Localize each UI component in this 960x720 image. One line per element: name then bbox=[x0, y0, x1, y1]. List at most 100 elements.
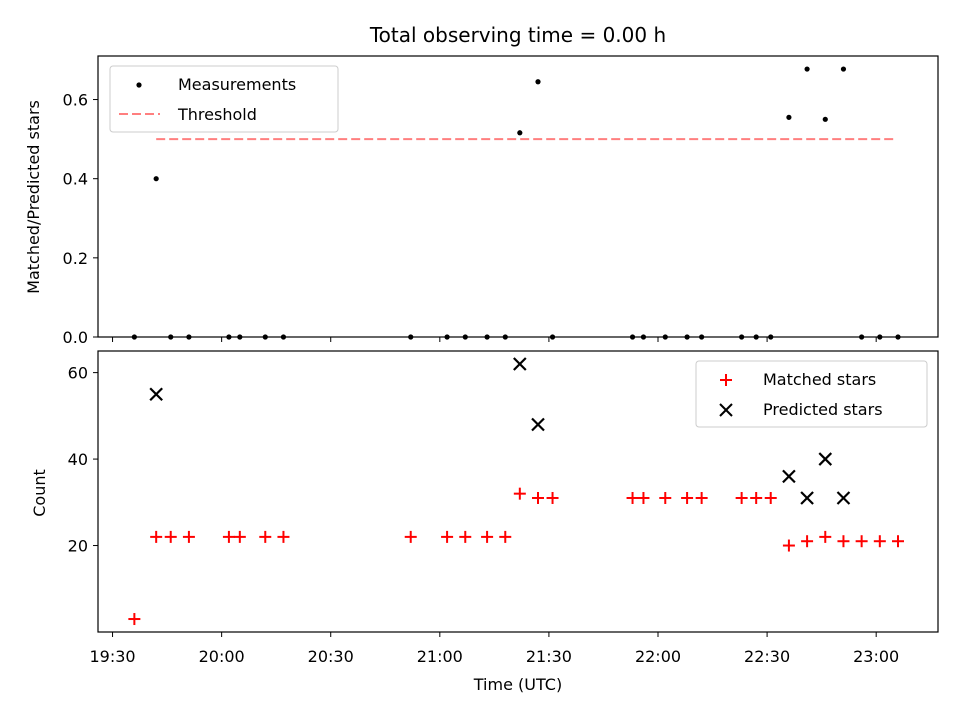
bottom-legend-box bbox=[695, 360, 928, 428]
matched-star-point bbox=[750, 491, 763, 504]
matched-star-point bbox=[695, 491, 708, 504]
bottom-plot-frame bbox=[97, 350, 939, 633]
measurement-point bbox=[484, 334, 490, 340]
measurement-point bbox=[549, 334, 556, 340]
matched-star-point bbox=[277, 530, 290, 543]
bottom-x-ticks: 19:30 20:00 20:30 21:00 21:30 22:00 22:30 23:00 bbox=[89, 632, 899, 666]
measurement-point bbox=[535, 79, 541, 85]
matched-star-point bbox=[546, 491, 559, 504]
matched-star-point bbox=[801, 535, 814, 548]
top-y-ticks: 0.0 0.2 0.4 0.6 bbox=[63, 91, 98, 347]
top-legend: Measurements Threshold bbox=[109, 65, 339, 133]
matched-star-point bbox=[892, 535, 904, 548]
predicted-star-point bbox=[149, 387, 163, 402]
bottom-y-tick-label: 60 bbox=[68, 364, 88, 383]
measurement-point bbox=[186, 334, 192, 340]
measurement-point bbox=[895, 334, 901, 340]
measurement-point bbox=[262, 334, 268, 340]
measurement-point bbox=[699, 334, 705, 340]
matched-star-point bbox=[735, 491, 748, 504]
top-y-tick-label: 0.0 bbox=[63, 328, 88, 347]
legend-predicted-label: Predicted stars bbox=[763, 400, 883, 419]
matched-star-point bbox=[782, 539, 795, 552]
matched-star-point bbox=[659, 491, 672, 504]
top-x-ticks bbox=[112, 337, 877, 342]
top-y-axis-label: Matched/Predicted stars bbox=[24, 100, 43, 294]
measurement-point bbox=[168, 334, 174, 340]
matched-star-point bbox=[233, 530, 246, 543]
top-y-tick-label: 0.4 bbox=[63, 170, 88, 189]
measurement-point bbox=[877, 334, 883, 340]
measurement-point bbox=[444, 334, 450, 340]
matched-star-point bbox=[764, 491, 777, 504]
top-plot-frame bbox=[97, 55, 939, 338]
measurement-points bbox=[131, 66, 901, 340]
measurement-point bbox=[153, 176, 159, 182]
bottom-x-tick-label: 23:00 bbox=[853, 647, 899, 666]
bottom-y-tick-label: 20 bbox=[68, 537, 88, 556]
measurement-point bbox=[131, 334, 137, 340]
matched-star-point bbox=[855, 535, 868, 548]
matched-star-point bbox=[150, 530, 163, 543]
matched-star-point bbox=[637, 491, 650, 504]
measurement-point bbox=[739, 334, 745, 340]
matched-star-point bbox=[819, 530, 832, 543]
measurement-point bbox=[859, 334, 865, 340]
bottom-x-tick-label: 19:30 bbox=[89, 647, 135, 666]
top-legend-box bbox=[109, 65, 339, 133]
measurement-point bbox=[768, 334, 774, 340]
matched-star-point bbox=[626, 491, 639, 504]
bottom-x-tick-label: 21:30 bbox=[526, 647, 572, 666]
bottom-y-tick-label: 40 bbox=[68, 450, 88, 469]
measurement-point bbox=[640, 334, 647, 340]
measurement-point bbox=[840, 66, 847, 72]
matched-star-point bbox=[837, 535, 850, 548]
x-axis-label: Time (UTC) bbox=[473, 675, 562, 694]
measurement-point bbox=[629, 334, 636, 340]
predicted-star-point bbox=[782, 469, 796, 484]
bottom-legend: Matched stars Predicted stars bbox=[695, 360, 928, 428]
chart-title: Total observing time = 0.00 h bbox=[369, 23, 666, 47]
predicted-star-point bbox=[513, 357, 527, 371]
matched-star-point bbox=[404, 530, 417, 543]
legend-matched-label: Matched stars bbox=[763, 370, 876, 389]
predicted-star-point bbox=[531, 417, 545, 432]
matched-star-point bbox=[259, 530, 272, 543]
matched-star-point bbox=[873, 535, 886, 548]
measurement-point bbox=[280, 334, 287, 340]
matched-star-point bbox=[481, 530, 494, 543]
measurement-point bbox=[822, 116, 828, 122]
measurement-point bbox=[517, 130, 523, 136]
bottom-x-tick-label: 22:00 bbox=[635, 647, 681, 666]
legend-measurements-label: Measurements bbox=[178, 75, 296, 94]
measurement-point bbox=[237, 334, 243, 340]
predicted-stars-points bbox=[149, 357, 851, 505]
matched-star-point bbox=[459, 530, 472, 543]
bottom-y-axis-label: Count bbox=[30, 469, 49, 517]
matched-star-point bbox=[182, 530, 195, 543]
bottom-x-tick-label: 20:00 bbox=[199, 647, 245, 666]
predicted-star-point bbox=[800, 491, 814, 505]
bottom-y-ticks: 20 40 60 bbox=[68, 364, 98, 556]
bottom-x-tick-label: 22:30 bbox=[744, 647, 790, 666]
matched-star-point bbox=[128, 613, 141, 626]
matched-star-point bbox=[532, 491, 544, 504]
matched-star-point bbox=[499, 530, 512, 543]
measurement-point bbox=[462, 334, 468, 340]
matched-star-point bbox=[441, 530, 454, 543]
bottom-x-tick-label: 21:00 bbox=[417, 647, 463, 666]
measurement-point bbox=[684, 334, 690, 340]
measurement-point bbox=[662, 334, 668, 340]
legend-matched-marker bbox=[720, 374, 732, 386]
predicted-star-point bbox=[818, 452, 833, 466]
measurement-point bbox=[226, 334, 232, 340]
measurement-point bbox=[408, 334, 414, 340]
top-panel: 0.0 0.2 0.4 0.6 Matched/Predicted stars Mea… bbox=[24, 55, 939, 347]
matched-star-point bbox=[222, 530, 235, 543]
matched-star-point bbox=[681, 491, 694, 504]
measurement-point bbox=[753, 334, 759, 340]
legend-threshold-label: Threshold bbox=[177, 105, 257, 124]
legend-predicted-marker bbox=[719, 403, 733, 417]
bottom-panel: 20 40 60 19:30 20:00 20:30 21:00 21:30 22:00 22:… bbox=[30, 350, 939, 694]
